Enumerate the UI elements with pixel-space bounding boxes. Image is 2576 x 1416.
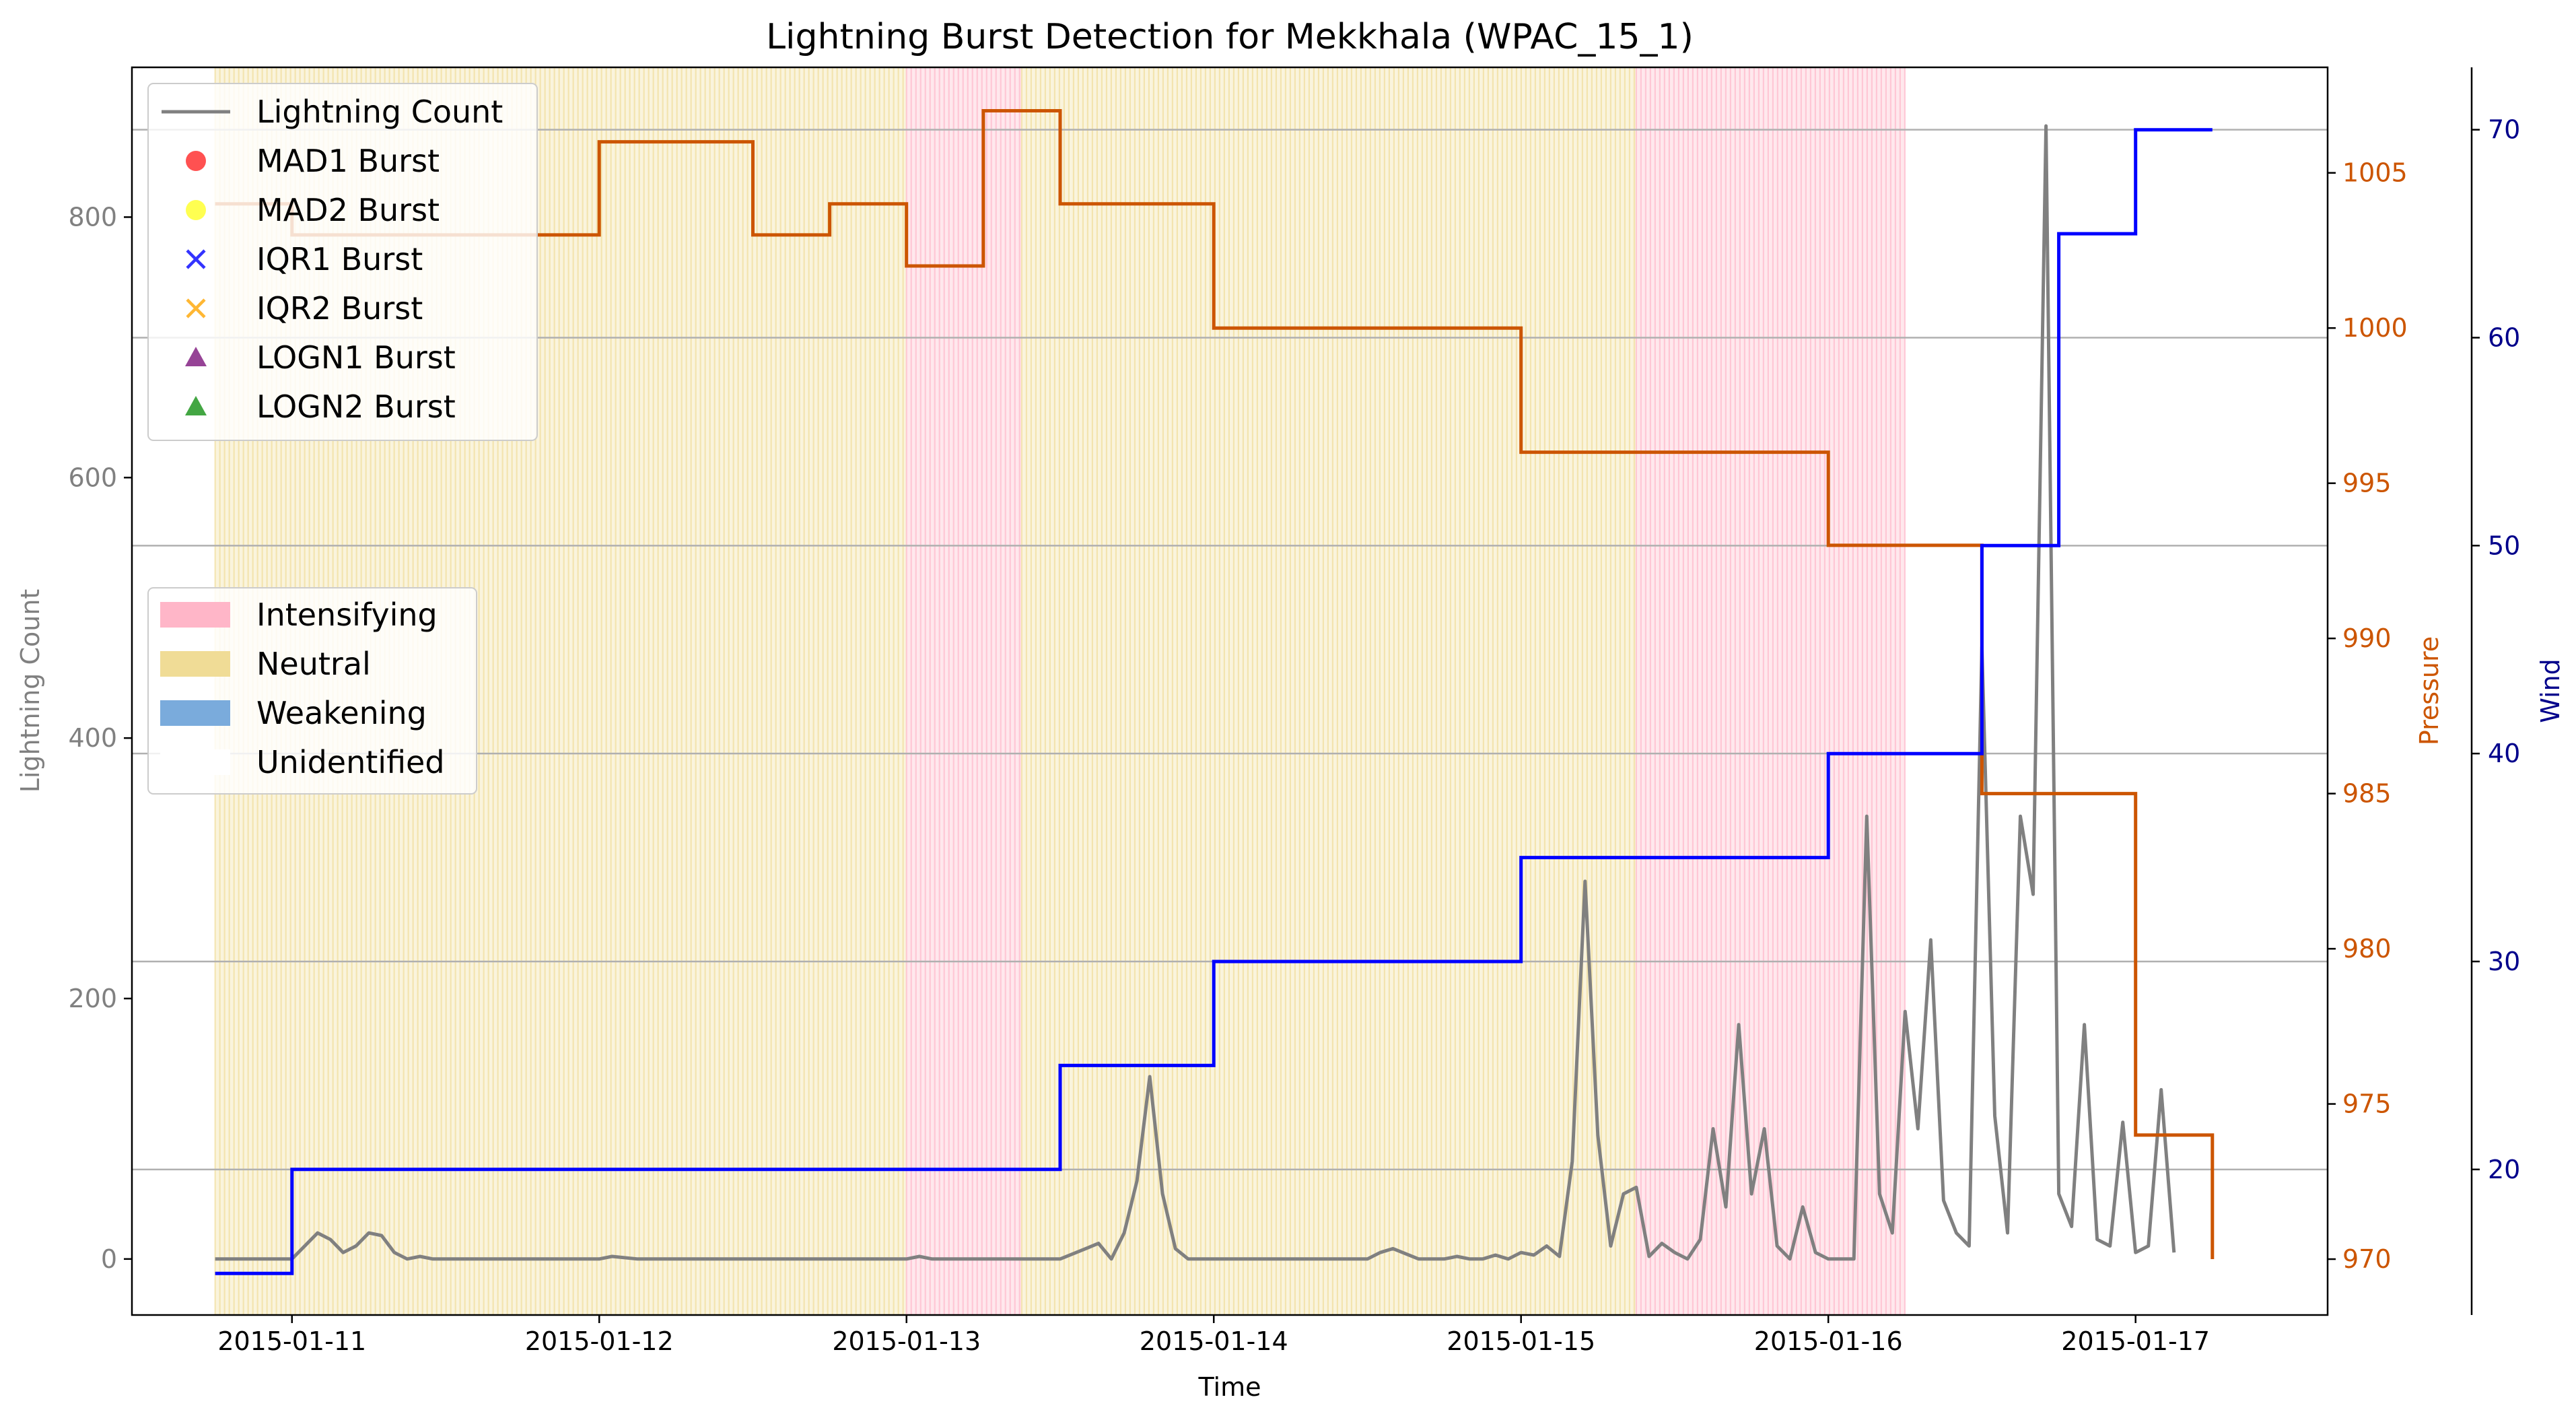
y-tick-label-pressure: 970 bbox=[2342, 1244, 2392, 1274]
y-tick-label-pressure: 1000 bbox=[2342, 313, 2408, 343]
legend-label: Lightning Count bbox=[256, 94, 503, 130]
legend-triangle-icon bbox=[185, 396, 207, 415]
y-tick-label-wind: 50 bbox=[2488, 531, 2520, 560]
phase-spans bbox=[214, 67, 1906, 1315]
plot-frame bbox=[131, 66, 2329, 1316]
phase-span-neutral bbox=[1020, 67, 1636, 1315]
legend-item: LOGN1 Burst bbox=[185, 339, 456, 376]
legend-circle-icon bbox=[186, 151, 206, 171]
chart-title: Lightning Burst Detection for Mekkhala (… bbox=[766, 17, 1694, 57]
legend-item: MAD2 Burst bbox=[186, 192, 440, 228]
legend-item: Neutral bbox=[160, 646, 371, 682]
legend-phases: Intensifying Neutral Weakening Unidentified bbox=[147, 587, 477, 795]
legend-triangle-icon bbox=[185, 347, 207, 366]
legend-label: MAD2 Burst bbox=[256, 192, 440, 228]
y-tick-label-pressure: 980 bbox=[2342, 934, 2392, 964]
legend-item: IQR1 Burst bbox=[186, 241, 423, 277]
legend-item: LOGN2 Burst bbox=[185, 389, 456, 425]
y-tick-label-pressure: 995 bbox=[2342, 469, 2392, 498]
x-tick-label: 2015-01-17 bbox=[2061, 1326, 2210, 1356]
legend-item: MAD1 Burst bbox=[186, 143, 440, 179]
legend-item: Intensifying bbox=[160, 597, 438, 633]
legend-label: Neutral bbox=[256, 646, 371, 682]
y-tick-label-wind: 40 bbox=[2488, 739, 2520, 768]
legend-burst-markers: Lightning Count MAD1 Burst MAD2 Burst IQR1 … bbox=[147, 83, 538, 441]
y-tick-label-pressure: 990 bbox=[2342, 623, 2392, 653]
legend-swatch-icon bbox=[160, 602, 230, 628]
legend-label: MAD1 Burst bbox=[256, 143, 440, 179]
x-axis-label: Time bbox=[1198, 1372, 1261, 1402]
x-tick-label: 2015-01-16 bbox=[1754, 1326, 1903, 1356]
y-tick-label-wind: 60 bbox=[2488, 323, 2520, 352]
y-tick-label-pressure: 985 bbox=[2342, 779, 2392, 809]
legend-item: Unidentified bbox=[160, 744, 445, 780]
y-tick-label-pressure: 975 bbox=[2342, 1089, 2392, 1119]
legend-x-icon bbox=[186, 298, 206, 318]
series-wind bbox=[215, 128, 2213, 1275]
legend-x-icon bbox=[186, 249, 206, 269]
y-tick-label-left: 400 bbox=[68, 723, 117, 753]
y-tick-label-left: 200 bbox=[68, 984, 117, 1013]
legend-label: Weakening bbox=[256, 695, 427, 731]
legend-label: LOGN2 Burst bbox=[256, 389, 456, 425]
legend-item: IQR2 Burst bbox=[186, 290, 423, 327]
x-tick-label: 2015-01-13 bbox=[832, 1326, 981, 1356]
legend-circle-icon bbox=[186, 200, 206, 220]
y-tick-label-left: 800 bbox=[68, 202, 117, 232]
legend-swatch-icon bbox=[160, 749, 230, 775]
x-tick-label: 2015-01-14 bbox=[1140, 1326, 1288, 1356]
legend-label: IQR1 Burst bbox=[256, 241, 423, 277]
y-axis-label-left: Lightning Count bbox=[15, 589, 45, 793]
y-axis-label-wind: Wind bbox=[2536, 659, 2565, 723]
y-tick-label-left: 600 bbox=[68, 463, 117, 492]
y-tick-label-wind: 20 bbox=[2488, 1155, 2520, 1184]
legend-label: IQR2 Burst bbox=[256, 290, 423, 327]
x-tick-label: 2015-01-11 bbox=[217, 1326, 366, 1356]
phase-span-intensifying bbox=[1635, 67, 1906, 1315]
series-lines bbox=[215, 109, 2215, 1275]
legend-box bbox=[147, 83, 538, 441]
phase-span-intensifying bbox=[905, 67, 1022, 1315]
y-tick-label-left: 0 bbox=[101, 1244, 117, 1274]
legend-label: Intensifying bbox=[256, 597, 438, 633]
axes: 2015-01-11 2015-01-12 2015-01-13 2015-01-14… bbox=[68, 115, 2520, 1356]
legend-swatch-icon bbox=[160, 700, 230, 726]
y-axis-label-pressure: Pressure bbox=[2414, 636, 2444, 745]
legend-label: LOGN1 Burst bbox=[256, 339, 456, 376]
x-tick-label: 2015-01-15 bbox=[1447, 1326, 1595, 1356]
legend-label: Unidentified bbox=[256, 744, 445, 780]
x-tick-label: 2015-01-12 bbox=[525, 1326, 674, 1356]
legend-swatch-icon bbox=[160, 651, 230, 677]
series-lightning-count bbox=[215, 124, 2176, 1261]
y-tick-label-pressure: 1005 bbox=[2342, 158, 2408, 188]
y-tick-label-wind: 30 bbox=[2488, 947, 2520, 976]
legend-item: Lightning Count bbox=[162, 94, 503, 130]
legend-box bbox=[147, 587, 477, 795]
y-tick-label-wind: 70 bbox=[2488, 115, 2520, 145]
legend-item: Weakening bbox=[160, 695, 427, 731]
